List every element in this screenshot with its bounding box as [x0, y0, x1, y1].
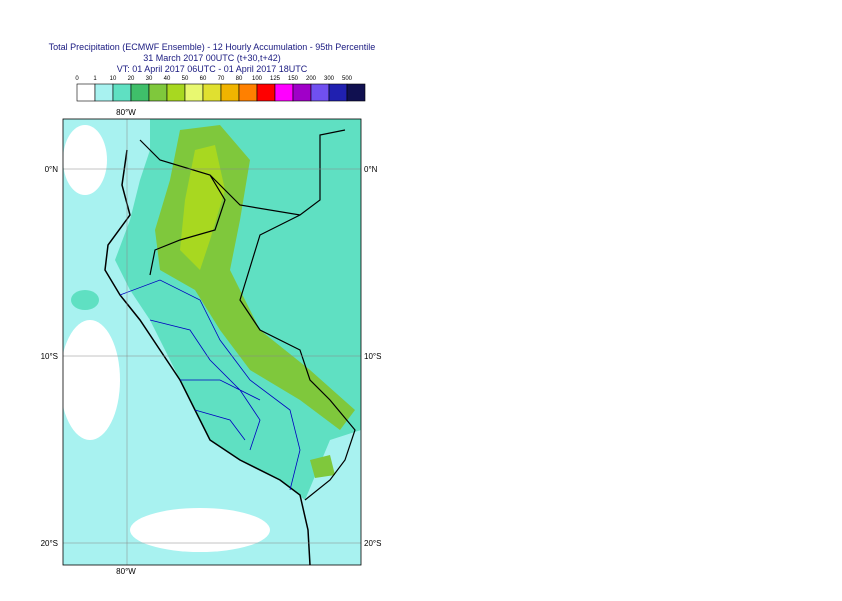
- legend-swatch: [202, 83, 222, 102]
- legend-label: 50: [182, 76, 189, 82]
- legend-swatch: [346, 83, 366, 102]
- lat-label: 20°S: [41, 539, 58, 548]
- legend-label: 20: [128, 76, 135, 82]
- legend-label: 150: [288, 76, 299, 82]
- legend-swatch: [274, 83, 294, 102]
- lat-label: 10°S: [364, 352, 381, 361]
- legend-label: 100: [252, 76, 263, 82]
- legend-label: 70: [218, 76, 225, 82]
- legend-swatch: [166, 83, 186, 102]
- legend-swatch: [130, 83, 150, 102]
- legend-label: 10: [110, 76, 117, 82]
- legend-swatch: [148, 83, 168, 102]
- legend-swatch: [328, 83, 348, 102]
- lon-label: 80°W: [116, 108, 136, 117]
- legend-swatch: [94, 83, 114, 102]
- lon-label: 80°W: [116, 567, 136, 576]
- legend-label: 80: [236, 76, 243, 82]
- legend-label: 30: [146, 76, 153, 82]
- legend-label: 60: [200, 76, 207, 82]
- legend-swatch: [310, 83, 330, 102]
- lat-label: 0°N: [364, 165, 378, 174]
- legend-label: 40: [164, 76, 171, 82]
- map-frame: [62, 118, 362, 566]
- legend-swatch: [76, 83, 96, 102]
- legend: 0 1 10 20 30 40 50 60 70 80 100 125 150 200 300 500: [75, 76, 366, 102]
- legend-label: 300: [324, 76, 335, 82]
- title: VT: 01 April 2017 06UTC - 01 April 2017 …: [117, 64, 308, 74]
- lat-label: 0°N: [45, 165, 59, 174]
- title: Total Precipitation (ECMWF Ensemble) - 1…: [49, 42, 376, 52]
- legend-label: 0: [75, 76, 79, 82]
- legend-swatch: [238, 83, 258, 102]
- lat-label: 10°S: [41, 352, 58, 361]
- title: 31 March 2017 00UTC (t+30,t+42): [143, 53, 281, 63]
- map: [63, 119, 361, 565]
- legend-swatch: [292, 83, 312, 102]
- legend-label: 200: [306, 76, 317, 82]
- legend-swatch: [256, 83, 276, 102]
- legend-label: 125: [270, 76, 281, 82]
- legend-swatch: [112, 83, 132, 102]
- legend-swatch: [220, 83, 240, 102]
- lat-label: 20°S: [364, 539, 381, 548]
- legend-label: 1: [93, 76, 97, 82]
- legend-label: 500: [342, 76, 353, 82]
- legend-swatch: [184, 83, 204, 102]
